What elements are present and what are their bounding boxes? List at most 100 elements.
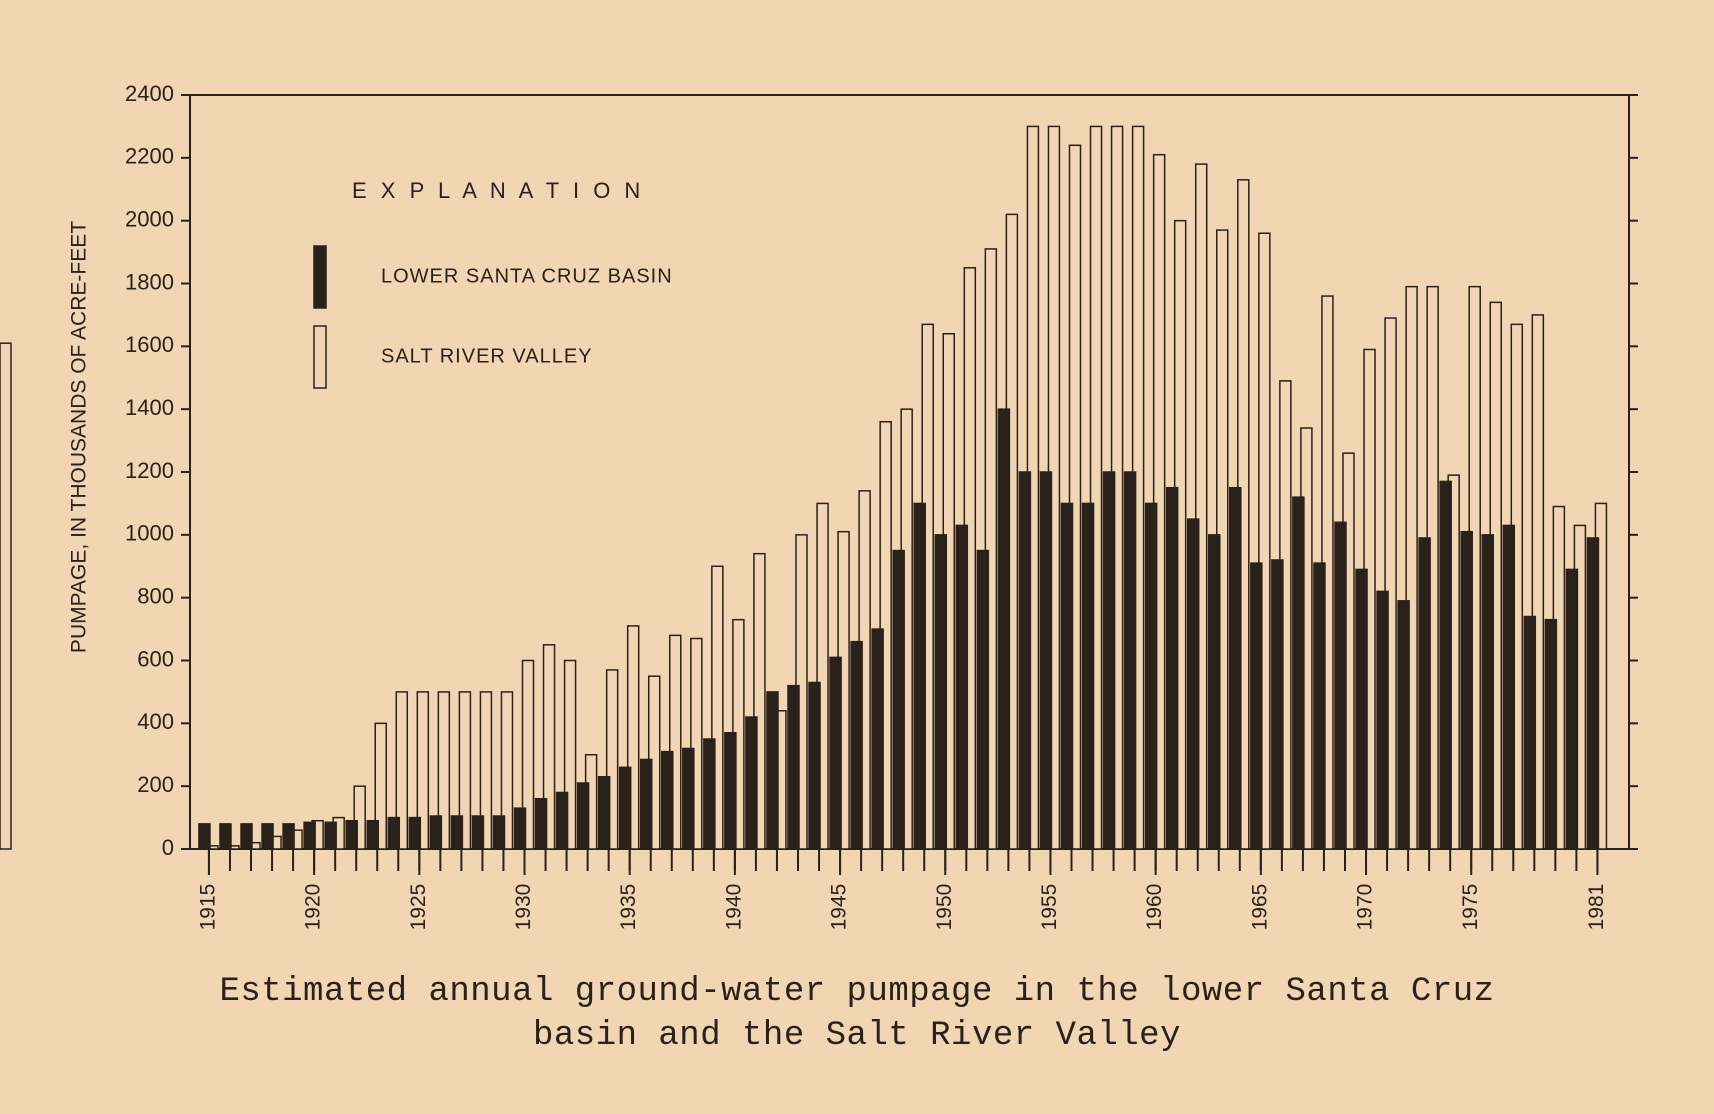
bar bbox=[1418, 537, 1431, 850]
y-tick-label: 2000 bbox=[125, 206, 174, 231]
x-tick-label: 1965 bbox=[1248, 884, 1271, 931]
bar bbox=[1229, 486, 1242, 850]
bar bbox=[703, 738, 716, 850]
y-tick-label: 1400 bbox=[125, 395, 174, 420]
bar bbox=[669, 634, 682, 850]
y-tick-label: 0 bbox=[162, 835, 174, 860]
legend-label: LOWER SANTA CRUZ BASIN bbox=[381, 265, 673, 287]
bar bbox=[542, 644, 556, 850]
bar bbox=[639, 758, 653, 850]
bar bbox=[955, 524, 969, 850]
bar bbox=[871, 628, 884, 850]
bar bbox=[1271, 559, 1284, 850]
x-tick-label: 1930 bbox=[512, 884, 535, 931]
bar bbox=[808, 681, 821, 850]
bar bbox=[429, 815, 443, 850]
bar bbox=[492, 815, 506, 850]
bar bbox=[829, 656, 842, 850]
bar bbox=[1018, 471, 1032, 850]
bar bbox=[576, 782, 590, 850]
x-tick-label: 1981 bbox=[1585, 884, 1608, 931]
bar bbox=[282, 823, 295, 850]
y-tick-label: 1800 bbox=[125, 269, 174, 294]
y-tick-label: 600 bbox=[137, 646, 174, 671]
bar bbox=[1194, 163, 1208, 850]
bar bbox=[934, 534, 948, 850]
bar bbox=[1544, 618, 1558, 850]
bar bbox=[387, 816, 401, 850]
x-tick-label: 1945 bbox=[828, 884, 851, 931]
x-tick-label: 1950 bbox=[933, 884, 956, 931]
bar bbox=[626, 625, 640, 850]
x-tick-label: 1940 bbox=[722, 884, 745, 931]
x-tick-label: 1955 bbox=[1038, 884, 1061, 931]
bar bbox=[353, 785, 366, 850]
x-tick-label: 1970 bbox=[1354, 884, 1377, 931]
legend-title: E X P L A N A T I O N bbox=[352, 178, 644, 203]
bar bbox=[766, 691, 779, 850]
bar bbox=[374, 722, 387, 850]
legend-label: SALT RIVER VALLEY bbox=[381, 345, 593, 367]
y-tick-label: 1000 bbox=[125, 521, 174, 546]
bar bbox=[997, 408, 1011, 850]
bar bbox=[198, 823, 211, 850]
x-tick-label: 1920 bbox=[302, 884, 325, 931]
bar bbox=[555, 791, 569, 850]
bar bbox=[1123, 471, 1137, 850]
bar bbox=[534, 797, 548, 850]
y-tick-label: 400 bbox=[137, 709, 174, 734]
x-tick-label: 1960 bbox=[1143, 884, 1166, 931]
bar bbox=[1250, 562, 1263, 850]
bar bbox=[408, 816, 422, 850]
bar bbox=[1313, 562, 1326, 850]
bar bbox=[471, 815, 485, 850]
bar bbox=[1186, 518, 1200, 850]
bar bbox=[1208, 534, 1221, 850]
bar bbox=[1068, 144, 1082, 850]
bar bbox=[521, 659, 535, 850]
bar bbox=[513, 807, 527, 850]
chart-title: Estimated annual ground-water pumpage in… bbox=[219, 973, 1495, 1055]
legend-swatch bbox=[313, 245, 327, 309]
bar bbox=[1586, 537, 1600, 850]
y-tick-label: 2200 bbox=[125, 144, 174, 169]
bar bbox=[1258, 232, 1271, 850]
bar bbox=[1502, 524, 1516, 850]
bar bbox=[1089, 125, 1103, 850]
bar bbox=[1152, 153, 1166, 850]
x-tick-label: 1935 bbox=[617, 884, 640, 931]
y-tick-label: 800 bbox=[137, 583, 174, 608]
x-tick-label: 1925 bbox=[407, 884, 430, 931]
y-axis-label: PUMPAGE, IN THOUSANDS OF ACRE-FEET bbox=[68, 221, 91, 653]
bar bbox=[1405, 285, 1418, 850]
bar bbox=[913, 502, 926, 850]
bar bbox=[1144, 502, 1158, 850]
bar bbox=[345, 819, 358, 850]
bar bbox=[745, 716, 758, 850]
bar bbox=[1439, 480, 1452, 850]
bar bbox=[1384, 317, 1397, 850]
x-tick-label: 1915 bbox=[196, 884, 219, 931]
bar bbox=[1039, 471, 1053, 850]
bar bbox=[724, 732, 737, 850]
bar bbox=[1523, 615, 1537, 850]
bar bbox=[437, 691, 451, 850]
bar bbox=[0, 342, 12, 850]
bar bbox=[850, 640, 863, 850]
bar bbox=[458, 691, 472, 850]
y-tick-label: 2400 bbox=[125, 81, 174, 106]
bar bbox=[1481, 534, 1495, 850]
bar bbox=[1531, 314, 1545, 850]
bar bbox=[711, 565, 724, 850]
bar bbox=[753, 552, 766, 850]
bar bbox=[450, 815, 464, 850]
bar bbox=[597, 775, 611, 850]
bar bbox=[366, 819, 379, 850]
bar bbox=[1355, 568, 1368, 850]
bar bbox=[618, 766, 632, 850]
bar bbox=[984, 248, 998, 850]
bar bbox=[1397, 600, 1410, 850]
bar bbox=[479, 691, 493, 850]
bar bbox=[1060, 502, 1074, 850]
